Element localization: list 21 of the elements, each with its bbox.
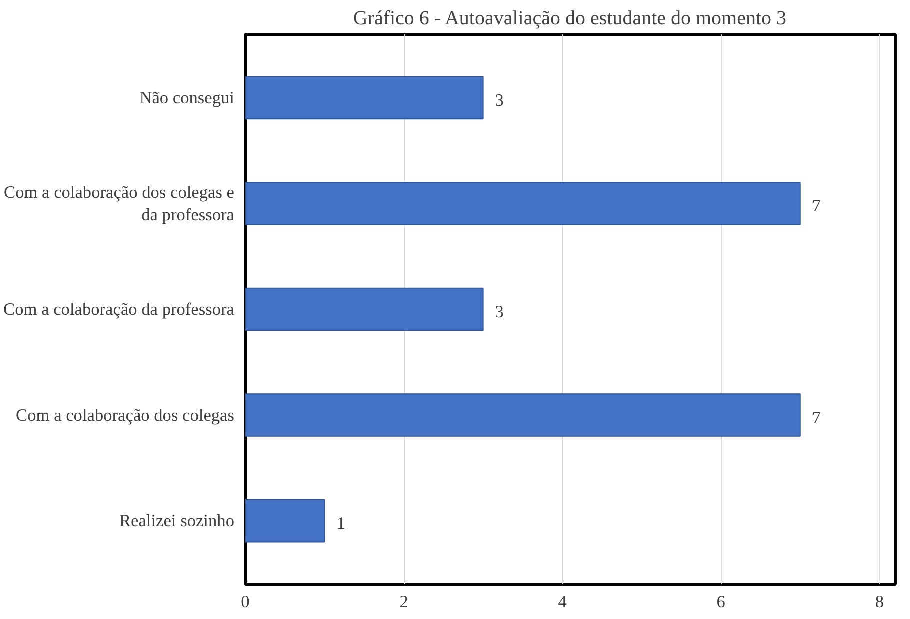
y-tick-label: Com a colaboração dos colegas e da professora: [4, 182, 235, 225]
bar: [246, 499, 326, 543]
y-tick-label: Realizei sozinho: [120, 512, 235, 531]
x-tick-label: 8: [875, 592, 884, 612]
bar: [246, 394, 801, 437]
chart-title: Gráfico 6 - Autoavaliação do estudante do momento 3: [353, 8, 787, 30]
bar: [246, 288, 484, 332]
x-tick-label: 2: [400, 592, 408, 612]
bar: [246, 182, 801, 226]
data-label: 7: [812, 408, 822, 428]
x-tick-label: 0: [241, 592, 250, 612]
x-tick-label: 4: [558, 592, 568, 612]
y-tick-label: Com a colaboração da professora: [4, 300, 235, 319]
bar: [246, 76, 484, 120]
data-label: 3: [495, 90, 504, 110]
data-label: 1: [336, 514, 346, 534]
data-label: 7: [812, 196, 822, 216]
x-tick-label: 6: [716, 592, 726, 612]
y-tick-label: Com a colaboração dos colegas: [16, 406, 235, 425]
y-tick-label: Não consegui: [140, 88, 235, 108]
data-label: 3: [495, 302, 504, 322]
